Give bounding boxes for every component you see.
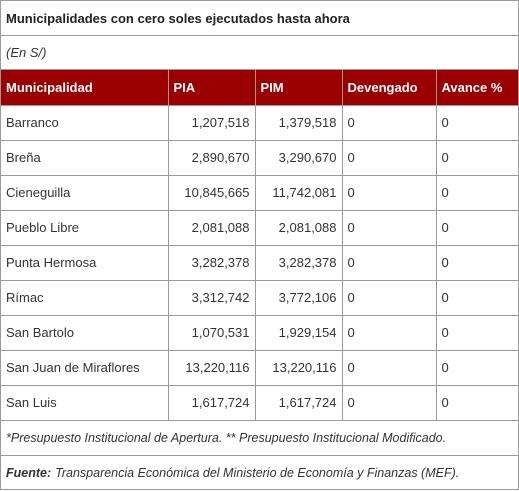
- cell-pim: 1,617,724: [254, 384, 343, 421]
- cell-pim: 3,282,378: [254, 244, 343, 281]
- cell-pia: 1,207,518: [167, 104, 256, 141]
- cell-avance: 0: [435, 349, 518, 386]
- cell-municipalidad: Breña: [1, 139, 169, 176]
- cell-avance: 0: [435, 384, 518, 421]
- cell-devengado: 0: [341, 209, 437, 246]
- cell-municipalidad: Rímac: [1, 279, 169, 316]
- cell-devengado: 0: [341, 104, 437, 141]
- cell-pim: 1,379,518: [254, 104, 343, 141]
- cell-municipalidad: Pueblo Libre: [1, 209, 169, 246]
- cell-devengado: 0: [341, 174, 437, 211]
- column-header-avance: Avance %: [435, 70, 518, 106]
- table-row: Punta Hermosa 3,282,378 3,282,378 0 0: [1, 244, 518, 281]
- cell-avance: 0: [435, 174, 518, 211]
- source-line: Fuente: Transparencia Económica del Mini…: [1, 456, 518, 491]
- cell-pim: 3,290,670: [254, 139, 343, 176]
- table-title: Municipalidades con cero soles ejecutado…: [1, 1, 518, 36]
- units-caption: (En S/): [1, 36, 518, 70]
- cell-municipalidad: Punta Hermosa: [1, 244, 169, 281]
- source-text: Transparencia Económica del Ministerio d…: [55, 466, 460, 480]
- cell-devengado: 0: [341, 139, 437, 176]
- cell-avance: 0: [435, 139, 518, 176]
- cell-municipalidad: San Juan de Miraflores: [1, 349, 169, 386]
- cell-pim: 13,220,116: [254, 349, 343, 386]
- municipalities-table: Municipalidad PIA PIM Devengado Avance %…: [1, 70, 518, 421]
- table-row: San Luis 1,617,724 1,617,724 0 0: [1, 384, 518, 421]
- column-header-devengado: Devengado: [341, 70, 437, 106]
- cell-pim: 3,772,106: [254, 279, 343, 316]
- table-row: San Juan de Miraflores 13,220,116 13,220…: [1, 349, 518, 386]
- source-label: Fuente:: [6, 466, 52, 480]
- cell-devengado: 0: [341, 314, 437, 351]
- table-row: Rímac 3,312,742 3,772,106 0 0: [1, 279, 518, 316]
- column-header-pim: PIM: [254, 70, 343, 106]
- cell-pia: 1,617,724: [167, 384, 256, 421]
- cell-municipalidad: San Bartolo: [1, 314, 169, 351]
- cell-avance: 0: [435, 314, 518, 351]
- cell-pia: 2,081,088: [167, 209, 256, 246]
- header-row: Municipalidad PIA PIM Devengado Avance %: [1, 70, 518, 106]
- cell-pim: 11,742,081: [254, 174, 343, 211]
- cell-avance: 0: [435, 244, 518, 281]
- cell-avance: 0: [435, 209, 518, 246]
- cell-pia: 3,312,742: [167, 279, 256, 316]
- cell-pia: 10,845,665: [167, 174, 256, 211]
- cell-avance: 0: [435, 279, 518, 316]
- cell-devengado: 0: [341, 349, 437, 386]
- table-row: Pueblo Libre 2,081,088 2,081,088 0 0: [1, 209, 518, 246]
- table-row: San Bartolo 1,070,531 1,929,154 0 0: [1, 314, 518, 351]
- column-header-municipalidad: Municipalidad: [1, 70, 169, 106]
- table-row: Breña 2,890,670 3,290,670 0 0: [1, 139, 518, 176]
- column-header-pia: PIA: [167, 70, 256, 106]
- cell-municipalidad: Cieneguilla: [1, 174, 169, 211]
- table-row: Barranco 1,207,518 1,379,518 0 0: [1, 104, 518, 141]
- cell-pia: 1,070,531: [167, 314, 256, 351]
- cell-municipalidad: Barranco: [1, 104, 169, 141]
- cell-pim: 2,081,088: [254, 209, 343, 246]
- cell-devengado: 0: [341, 279, 437, 316]
- cell-devengado: 0: [341, 384, 437, 421]
- cell-pia: 13,220,116: [167, 349, 256, 386]
- cell-municipalidad: San Luis: [1, 384, 169, 421]
- cell-avance: 0: [435, 104, 518, 141]
- footnote: *Presupuesto Institucional de Apertura. …: [1, 421, 518, 456]
- cell-pia: 2,890,670: [167, 139, 256, 176]
- cell-pia: 3,282,378: [167, 244, 256, 281]
- cell-pim: 1,929,154: [254, 314, 343, 351]
- table-row: Cieneguilla 10,845,665 11,742,081 0 0: [1, 174, 518, 211]
- cell-devengado: 0: [341, 244, 437, 281]
